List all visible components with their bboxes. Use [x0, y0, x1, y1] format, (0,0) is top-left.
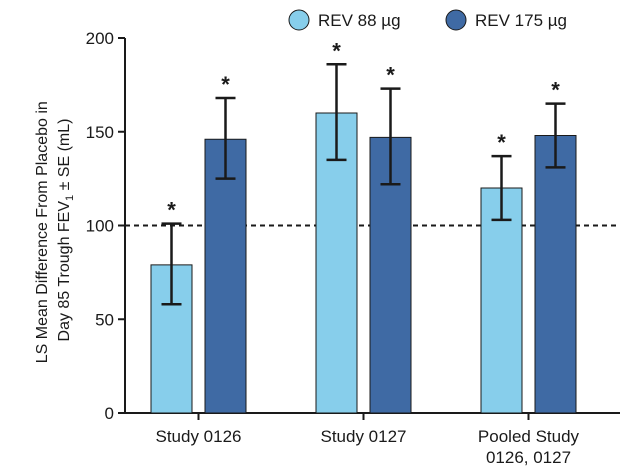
- x-category-label-line: Study 0126: [155, 427, 241, 446]
- category-labels: Study 0126 Study 0127 Pooled Study 0126, 01…: [155, 427, 579, 467]
- significance-star: *: [332, 38, 341, 63]
- legend-label-rev-175: REV 175 µg: [475, 11, 567, 30]
- x-category-label: Pooled Study 0126, 0127: [478, 427, 580, 467]
- y-axis-label-line2: Day 85 Trough FEV1 ± SE (mL): [56, 119, 76, 342]
- significance-star: *: [497, 130, 506, 155]
- y-axis-label-main: Day 85 Trough FEV: [56, 201, 73, 342]
- y-axis-label-tail: ± SE (mL): [56, 119, 73, 195]
- x-category-label-line: 0126, 0127: [486, 448, 571, 467]
- y-axis: 0 50 100 150 200: [86, 29, 126, 423]
- y-axis-label-line1: LS Mean Difference From Placebo in: [34, 101, 51, 363]
- significance-star: *: [386, 63, 395, 88]
- significance-star: *: [167, 198, 176, 223]
- bar: [480, 187, 523, 414]
- bar: [315, 112, 358, 414]
- x-category-label-line: Study 0127: [320, 427, 406, 446]
- bars: * * * * * *: [150, 38, 577, 414]
- bar: [534, 135, 577, 414]
- x-axis: [125, 412, 620, 420]
- legend: REV 88 µg REV 175 µg: [288, 9, 567, 31]
- x-category-label: Study 0127: [320, 427, 406, 446]
- y-tick-label: 50: [95, 310, 114, 329]
- legend-marker-rev-88: [288, 9, 310, 31]
- x-category-label-line: Pooled Study: [478, 427, 580, 446]
- x-category-label: Study 0126: [155, 427, 241, 446]
- y-axis-label-subscript: 1: [64, 195, 76, 201]
- y-tick-label: 200: [86, 29, 114, 48]
- significance-star: *: [551, 78, 560, 103]
- y-tick-label: 0: [105, 404, 114, 423]
- legend-label-rev-88: REV 88 µg: [318, 11, 401, 30]
- y-tick-label: 150: [86, 123, 114, 142]
- bar: [204, 138, 247, 414]
- y-tick-label: 100: [86, 217, 114, 236]
- legend-marker-rev-175: [445, 9, 467, 31]
- y-axis-label: LS Mean Difference From Placebo in Day 8…: [34, 97, 76, 364]
- significance-star: *: [221, 72, 230, 97]
